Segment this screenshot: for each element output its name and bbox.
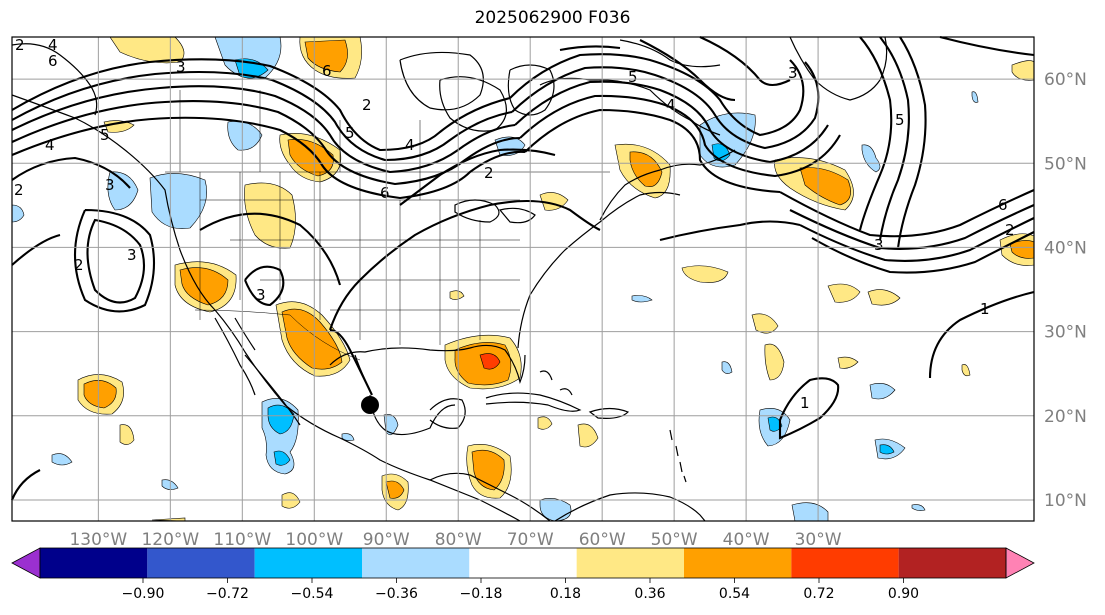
coastlines [11, 36, 888, 522]
longitude-labels: 130°W 120°W 110°W 100°W 90°W 80°W 70°W 60°W 50°W… [69, 530, 841, 550]
contour-lines [11, 35, 1035, 501]
contour-label: 4 [48, 36, 58, 54]
contour-labels: 2 3 4 5 6 2 3 4 5 6 2 3 6 5 4 3 2 1 1 2 … [14, 36, 1015, 412]
longitude-label: 80°W [435, 530, 482, 550]
contour-label: 4 [405, 136, 415, 154]
latitude-label: 30°N [1044, 323, 1087, 343]
contour-label: 3 [256, 286, 266, 304]
graticule [12, 37, 1034, 521]
contour-label: 3 [105, 176, 115, 194]
contour-label: 2 [1005, 221, 1015, 239]
latitude-label: 50°N [1044, 154, 1087, 174]
colorbar-label: 0.54 [719, 586, 750, 602]
longitude-label: 110°W [213, 530, 271, 550]
colorbar-label: −0.36 [375, 586, 418, 602]
colorbar-label: 0.90 [888, 586, 919, 602]
contour-label: 2 [362, 96, 372, 114]
contour-label: 6 [322, 62, 332, 80]
latitude-label: 10°N [1044, 491, 1087, 511]
contour-label: 4 [666, 96, 676, 114]
contour-label: 3 [874, 236, 884, 254]
contour-label: 5 [895, 111, 905, 129]
contour-label: 5 [100, 126, 110, 144]
anomaly-fills [11, 36, 1035, 522]
contour-label: 6 [48, 52, 58, 70]
longitude-label: 40°W [723, 530, 770, 550]
colorbar-segment [254, 548, 362, 578]
colorbar-extend-min [11, 547, 41, 579]
latitude-label: 60°N [1044, 70, 1087, 90]
colorbar-extend-max [1005, 547, 1035, 579]
contour-label: 2 [15, 36, 25, 54]
colorbar-segment [147, 548, 255, 578]
colorbar-segment [684, 548, 792, 578]
contour-label: 6 [380, 184, 390, 202]
contour-label: 3 [788, 64, 798, 82]
longitude-label: 100°W [285, 530, 343, 550]
longitude-label: 50°W [651, 530, 698, 550]
colorbar-label: −0.18 [460, 586, 503, 602]
colorbar-label: −0.72 [206, 586, 249, 602]
colorbar-label: 0.72 [803, 586, 834, 602]
colorbar-segment [469, 548, 577, 578]
colorbar-segment [791, 548, 899, 578]
colorbar-segment [40, 548, 148, 578]
longitude-label: 130°W [69, 530, 127, 550]
political-borders [165, 90, 610, 361]
contour-label: 3 [176, 58, 186, 76]
contour-label: 3 [127, 246, 137, 264]
contour-label: 5 [345, 124, 355, 142]
longitude-label: 120°W [141, 530, 199, 550]
colorbar-label: −0.54 [291, 586, 334, 602]
colorbar-label: −0.90 [122, 586, 165, 602]
colorbar-frame [39, 547, 1007, 579]
location-marker [361, 396, 379, 414]
latitude-labels: 10°N 20°N 30°N 40°N 50°N 60°N [1044, 70, 1087, 511]
contour-label: 2 [74, 256, 84, 274]
latitude-label: 40°N [1044, 238, 1087, 258]
map-panel: 2 3 4 5 6 2 3 4 5 6 2 3 6 5 4 3 2 1 1 2 … [11, 35, 1035, 522]
contour-label: 2 [484, 164, 494, 182]
colorbar-label: 0.36 [634, 586, 665, 602]
contour-label: 4 [45, 136, 55, 154]
contour-label: 1 [980, 300, 990, 318]
latitude-label: 20°N [1044, 407, 1087, 427]
colorbar-segment [362, 548, 470, 578]
map-frame [11, 36, 1035, 522]
colorbar: −0.90 −0.72 −0.54 −0.36 −0.18 0.18 0.36 0.54 0.7… [11, 547, 1035, 602]
contour-label: 2 [14, 181, 24, 199]
longitude-label: 90°W [363, 530, 410, 550]
colorbar-segment [576, 548, 684, 578]
longitude-label: 60°W [579, 530, 626, 550]
contour-label: 1 [800, 394, 810, 412]
colorbar-segment [898, 548, 1006, 578]
longitude-label: 30°W [795, 530, 842, 550]
contour-label: 6 [998, 196, 1008, 214]
map-title: 2025062900 F036 [474, 8, 631, 28]
contour-label: 5 [628, 68, 638, 86]
colorbar-label: 0.18 [550, 586, 581, 602]
longitude-label: 70°W [507, 530, 554, 550]
